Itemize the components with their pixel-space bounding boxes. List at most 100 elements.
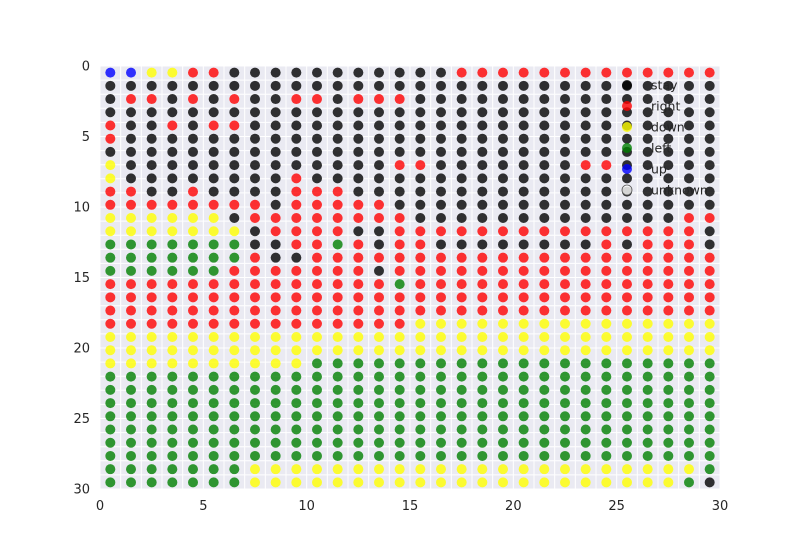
point-right: [208, 199, 219, 210]
point-down: [126, 226, 136, 237]
point-stay: [498, 120, 508, 131]
point-stay: [270, 107, 281, 118]
point-stay: [415, 173, 426, 184]
point-left: [250, 424, 260, 435]
point-stay: [353, 67, 364, 78]
point-stay: [167, 160, 178, 171]
point-down: [208, 213, 219, 224]
point-left: [208, 424, 219, 435]
point-left: [332, 239, 343, 250]
point-down: [622, 345, 632, 356]
point-right: [684, 67, 694, 78]
point-stay: [188, 107, 198, 118]
point-left: [539, 437, 550, 448]
point-stay: [642, 133, 653, 144]
point-right: [415, 252, 426, 263]
point-stay: [642, 160, 653, 171]
point-stay: [146, 133, 157, 144]
x-tick-label: 0: [96, 499, 104, 514]
point-down: [518, 345, 529, 356]
point-stay: [270, 133, 281, 144]
point-right: [270, 292, 281, 303]
point-stay: [188, 146, 198, 157]
point-right: [332, 279, 343, 290]
point-down: [105, 358, 116, 369]
point-down: [642, 331, 653, 342]
point-stay: [498, 239, 508, 250]
point-left: [291, 398, 302, 409]
point-stay: [642, 94, 653, 105]
point-stay: [394, 133, 405, 144]
point-stay: [477, 107, 488, 118]
point-down: [456, 318, 467, 329]
point-right: [560, 252, 570, 263]
point-left: [642, 358, 653, 369]
point-left: [105, 437, 116, 448]
point-right: [498, 265, 508, 276]
legend-marker-up: [622, 164, 632, 174]
point-stay: [704, 160, 715, 171]
point-down: [353, 345, 364, 356]
point-stay: [312, 107, 322, 118]
point-down: [415, 331, 426, 342]
point-stay: [477, 94, 488, 105]
point-stay: [436, 160, 446, 171]
point-stay: [580, 80, 591, 91]
point-stay: [105, 94, 116, 105]
point-down: [663, 331, 674, 342]
point-right: [188, 292, 198, 303]
point-stay: [642, 213, 653, 224]
point-right: [663, 226, 674, 237]
point-right: [291, 292, 302, 303]
point-stay: [477, 146, 488, 157]
point-right: [580, 279, 591, 290]
legend-label-left: left: [651, 141, 671, 156]
point-right: [312, 186, 322, 197]
point-stay: [188, 80, 198, 91]
point-down: [167, 226, 178, 237]
point-right: [105, 305, 116, 316]
point-stay: [704, 173, 715, 184]
point-left: [477, 450, 488, 461]
point-stay: [208, 107, 219, 118]
point-stay: [560, 199, 570, 210]
point-left: [188, 437, 198, 448]
point-left: [415, 411, 426, 422]
point-stay: [560, 120, 570, 131]
point-left: [663, 450, 674, 461]
point-left: [394, 437, 405, 448]
point-left: [353, 450, 364, 461]
point-left: [167, 398, 178, 409]
point-left: [167, 464, 178, 475]
point-stay: [518, 186, 529, 197]
point-stay: [704, 199, 715, 210]
point-stay: [622, 94, 632, 105]
point-left: [684, 424, 694, 435]
point-right: [456, 292, 467, 303]
point-left: [146, 239, 157, 250]
point-stay: [539, 239, 550, 250]
point-left: [642, 424, 653, 435]
point-right: [353, 252, 364, 263]
point-left: [560, 424, 570, 435]
point-left: [477, 411, 488, 422]
point-left: [684, 477, 694, 488]
point-down: [332, 464, 343, 475]
point-right: [105, 199, 116, 210]
point-left: [105, 384, 116, 395]
point-left: [126, 477, 136, 488]
point-right: [498, 305, 508, 316]
point-stay: [622, 213, 632, 224]
point-down: [642, 477, 653, 488]
point-stay: [663, 133, 674, 144]
point-down: [353, 477, 364, 488]
point-stay: [539, 80, 550, 91]
point-right: [291, 279, 302, 290]
point-stay: [601, 186, 612, 197]
point-right: [312, 199, 322, 210]
point-stay: [622, 173, 632, 184]
point-stay: [126, 160, 136, 171]
point-stay: [684, 80, 694, 91]
y-axis-ticks: 0 5 10 15 20 25 30: [73, 60, 90, 498]
